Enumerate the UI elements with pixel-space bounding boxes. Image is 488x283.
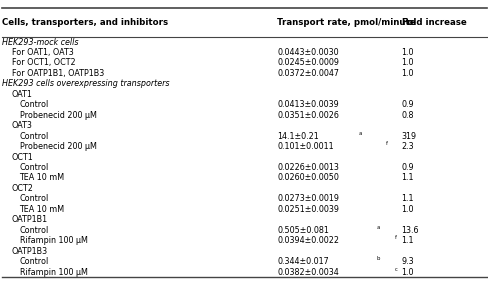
Text: 9.3: 9.3 <box>402 257 414 266</box>
Text: 0.344±0.017: 0.344±0.017 <box>277 257 329 266</box>
Text: 1.0: 1.0 <box>402 48 414 57</box>
Text: OAT1: OAT1 <box>12 90 33 99</box>
Text: 0.0351±0.0026: 0.0351±0.0026 <box>277 111 339 120</box>
Text: 1.1: 1.1 <box>402 194 414 203</box>
Text: 1.0: 1.0 <box>402 205 414 214</box>
Text: 0.0372±0.0047: 0.0372±0.0047 <box>277 69 339 78</box>
Text: OAT3: OAT3 <box>12 121 33 130</box>
Text: For OATP1B1, OATP1B3: For OATP1B1, OATP1B3 <box>12 69 104 78</box>
Text: Rifampin 100 μM: Rifampin 100 μM <box>20 268 87 276</box>
Text: Probenecid 200 μM: Probenecid 200 μM <box>20 142 97 151</box>
Text: 1.0: 1.0 <box>402 268 414 276</box>
Text: HEK293-mock cells: HEK293-mock cells <box>2 38 79 46</box>
Text: Rifampin 100 μM: Rifampin 100 μM <box>20 236 87 245</box>
Text: 0.505±0.081: 0.505±0.081 <box>277 226 329 235</box>
Text: TEA 10 mM: TEA 10 mM <box>20 173 64 183</box>
Text: 0.0251±0.0039: 0.0251±0.0039 <box>277 205 339 214</box>
Text: Control: Control <box>20 226 49 235</box>
Text: 13.6: 13.6 <box>402 226 419 235</box>
Text: 1.0: 1.0 <box>402 58 414 67</box>
Text: For OAT1, OAT3: For OAT1, OAT3 <box>12 48 74 57</box>
Text: HEK293 cells overexpressing transporters: HEK293 cells overexpressing transporters <box>2 79 170 88</box>
Text: For OCT1, OCT2: For OCT1, OCT2 <box>12 58 75 67</box>
Text: Fold increase: Fold increase <box>402 18 467 27</box>
Text: 1.1: 1.1 <box>402 173 414 183</box>
Text: 319: 319 <box>402 132 417 141</box>
Text: Control: Control <box>20 100 49 109</box>
Text: Probenecid 200 μM: Probenecid 200 μM <box>20 111 97 120</box>
Text: 0.0394±0.0022: 0.0394±0.0022 <box>277 236 339 245</box>
Text: 1.1: 1.1 <box>402 236 414 245</box>
Text: 0.0260±0.0050: 0.0260±0.0050 <box>277 173 339 183</box>
Text: Transport rate, pmol/minute: Transport rate, pmol/minute <box>277 18 416 27</box>
Text: OCT1: OCT1 <box>12 153 34 162</box>
Text: 1.0: 1.0 <box>402 69 414 78</box>
Text: f: f <box>386 141 388 146</box>
Text: OATP1B3: OATP1B3 <box>12 247 48 256</box>
Text: 0.0226±0.0013: 0.0226±0.0013 <box>277 163 339 172</box>
Text: 0.9: 0.9 <box>402 163 414 172</box>
Text: 0.0382±0.0034: 0.0382±0.0034 <box>277 268 339 276</box>
Text: f: f <box>395 235 397 240</box>
Text: a: a <box>377 225 380 230</box>
Text: TEA 10 mM: TEA 10 mM <box>20 205 64 214</box>
Text: Cells, transporters, and inhibitors: Cells, transporters, and inhibitors <box>2 18 168 27</box>
Text: 0.0413±0.0039: 0.0413±0.0039 <box>277 100 339 109</box>
Text: 0.9: 0.9 <box>402 100 414 109</box>
Text: 0.101±0.0011: 0.101±0.0011 <box>277 142 334 151</box>
Text: 0.0245±0.0009: 0.0245±0.0009 <box>277 58 339 67</box>
Text: c: c <box>395 267 398 272</box>
Text: b: b <box>377 256 380 261</box>
Text: 14.1±0.21: 14.1±0.21 <box>277 132 319 141</box>
Text: Control: Control <box>20 132 49 141</box>
Text: a: a <box>359 131 362 136</box>
Text: OATP1B1: OATP1B1 <box>12 215 48 224</box>
Text: 2.3: 2.3 <box>402 142 414 151</box>
Text: OCT2: OCT2 <box>12 184 34 193</box>
Text: Control: Control <box>20 194 49 203</box>
Text: Control: Control <box>20 257 49 266</box>
Text: Control: Control <box>20 163 49 172</box>
Text: 0.0273±0.0019: 0.0273±0.0019 <box>277 194 339 203</box>
Text: 0.8: 0.8 <box>402 111 414 120</box>
Text: 0.0443±0.0030: 0.0443±0.0030 <box>277 48 339 57</box>
